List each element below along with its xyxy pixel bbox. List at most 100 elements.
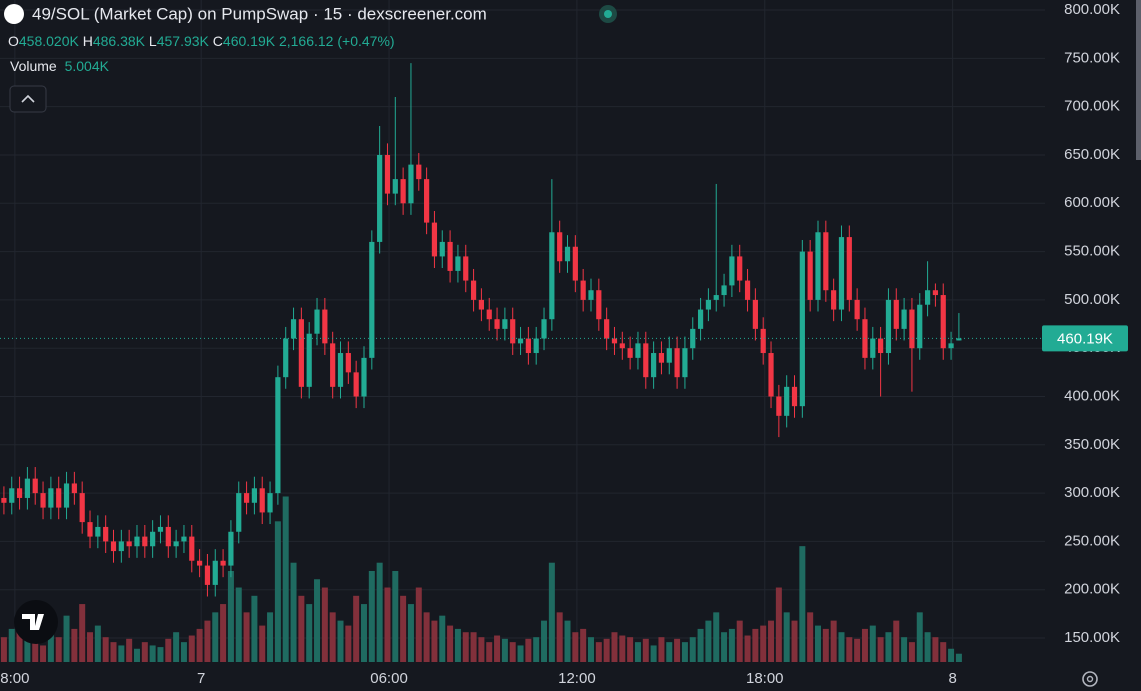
- candle-body: [369, 241, 375, 358]
- candle-body: [16, 488, 23, 498]
- y-tick-label: 250.00K: [1064, 532, 1120, 549]
- volume-bar: [392, 570, 399, 662]
- candle-body: [940, 295, 946, 349]
- volume-bar: [595, 642, 602, 662]
- candle-body: [40, 493, 46, 508]
- candle-body: [157, 526, 164, 532]
- volume-bar: [830, 620, 837, 662]
- volume-bar: [141, 642, 148, 662]
- y-tick-label: 400.00K: [1064, 387, 1120, 404]
- candle-body: [345, 353, 351, 373]
- volume-bar: [165, 638, 172, 662]
- candle-body: [377, 154, 383, 242]
- candle-body: [236, 493, 242, 532]
- candle-body: [713, 295, 719, 300]
- candle-body: [197, 560, 203, 566]
- scrollbar[interactable]: [1136, 0, 1141, 160]
- candle-body: [243, 493, 250, 503]
- volume-bar: [118, 645, 125, 662]
- y-tick-label: 350.00K: [1064, 436, 1120, 453]
- candle-body: [103, 526, 109, 542]
- candle-body: [150, 531, 156, 547]
- candle-body: [533, 338, 539, 354]
- candle-body: [917, 304, 923, 349]
- candle-body: [439, 241, 445, 257]
- volume-bar: [16, 632, 23, 662]
- volume-bar: [196, 628, 203, 662]
- volume-bar: [846, 637, 853, 662]
- y-tick-label: 550.00K: [1064, 243, 1120, 260]
- candle-body: [1, 497, 7, 503]
- candle-body: [768, 353, 774, 397]
- tv-logo-mark: [22, 614, 44, 630]
- y-tick-label: 600.00K: [1064, 194, 1120, 211]
- candle-body: [494, 319, 500, 329]
- ohlc-letter: L: [149, 33, 157, 49]
- volume-bar: [681, 642, 688, 662]
- volume-bar: [854, 638, 861, 662]
- candle-body: [776, 396, 782, 416]
- candle-body: [932, 290, 939, 296]
- volume-bar: [728, 628, 735, 662]
- candle-body: [322, 309, 328, 344]
- volume-bar: [259, 625, 266, 662]
- volume-bar: [642, 638, 649, 662]
- candle-body: [604, 319, 610, 339]
- candle-body: [502, 319, 508, 329]
- volume-bar: [423, 612, 430, 662]
- volume-bar: [509, 642, 516, 662]
- volume-label: Volume: [10, 58, 57, 74]
- volume-bar: [901, 637, 908, 662]
- volume-bar: [674, 638, 681, 662]
- candle-body: [549, 232, 555, 320]
- volume-bar: [439, 615, 446, 662]
- volume-bar: [916, 612, 923, 662]
- candle-body: [478, 299, 485, 310]
- volume-bar: [290, 562, 297, 662]
- x-tick-label: 06:00: [370, 670, 408, 687]
- volume-bar: [541, 620, 548, 662]
- volume-bar: [587, 637, 594, 662]
- volume-bar: [227, 570, 234, 662]
- volume-bar: [564, 620, 571, 662]
- x-tick-label: 18:00: [746, 670, 784, 687]
- volume-value: 5.004K: [65, 58, 110, 74]
- volume-bar: [752, 628, 759, 662]
- volume-bar: [658, 637, 665, 662]
- volume-bar: [517, 645, 524, 662]
- volume-bar: [282, 496, 289, 662]
- volume-bar: [501, 638, 508, 662]
- settings-icon[interactable]: [1082, 671, 1098, 687]
- candle-body: [384, 154, 391, 194]
- candle-body: [831, 290, 837, 310]
- candle-body: [956, 338, 962, 341]
- candle-body: [400, 179, 406, 204]
- candle-body: [651, 353, 657, 378]
- candle-body: [486, 309, 492, 320]
- volume-bar: [87, 632, 94, 662]
- candle-body: [110, 541, 117, 552]
- x-tick-label: 8:00: [0, 670, 29, 687]
- volume-bar: [650, 645, 657, 662]
- volume-bar: [533, 637, 540, 662]
- volume-bar: [235, 587, 242, 662]
- candle-body: [134, 536, 140, 547]
- candle-body: [760, 328, 766, 354]
- collapse-button[interactable]: [9, 85, 47, 113]
- candle-body: [870, 338, 876, 358]
- candle-body: [95, 526, 101, 537]
- candle-body: [361, 357, 367, 397]
- volume-bar: [407, 604, 414, 662]
- candle-body: [220, 560, 226, 566]
- volume-bars: [0, 496, 962, 662]
- volume-bar: [415, 587, 422, 662]
- candle-body: [79, 493, 85, 523]
- volume-bar: [133, 648, 140, 662]
- candle-body: [24, 478, 30, 498]
- candle-body: [752, 299, 758, 329]
- volume-bar: [126, 638, 133, 662]
- ohlc-letter: O: [8, 33, 19, 49]
- volume-bar: [877, 637, 884, 662]
- volume-bar: [353, 595, 360, 662]
- candle-body: [32, 478, 38, 494]
